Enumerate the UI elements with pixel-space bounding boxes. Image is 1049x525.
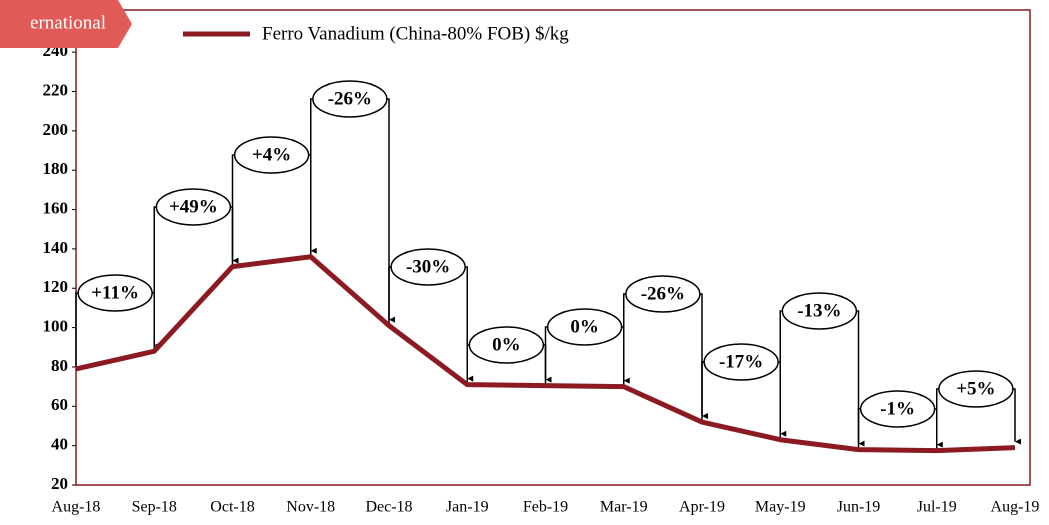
annotation: -17% <box>719 351 763 372</box>
x-tick-label: Jan-19 <box>446 499 489 516</box>
annotation-bubble <box>938 370 1014 408</box>
arrow <box>310 98 395 323</box>
legend-label: Ferro Vanadium (China-80% FOB) $/kg <box>262 23 569 44</box>
x-tick-label: Sep-18 <box>132 499 177 516</box>
annotation-bubble <box>312 80 388 118</box>
line <box>75 254 1016 454</box>
annotation-bubble <box>77 274 153 312</box>
annotation-bubble <box>546 308 623 346</box>
x-tick-label: Jul-19 <box>917 499 957 516</box>
annotation: +11% <box>91 282 139 303</box>
y-tick-label: 40 <box>51 435 68 454</box>
annotation: 0% <box>492 334 521 355</box>
annotation-bubble <box>233 136 310 174</box>
y-tick-label: 60 <box>51 395 68 414</box>
x-tick-label: Apr-19 <box>679 499 725 516</box>
annotation-bubble <box>703 343 779 381</box>
y-tick-label: 120 <box>43 277 69 296</box>
x-tick-label: Mar-19 <box>600 499 648 516</box>
annotation: +4% <box>252 144 291 165</box>
y-tick-label: 200 <box>43 120 69 139</box>
y-tick-label: 20 <box>51 474 68 493</box>
annotation-bubble <box>155 188 232 226</box>
y-tick-label: 140 <box>43 238 69 257</box>
annotation: -26% <box>641 283 685 304</box>
annotation-bubble <box>625 275 701 313</box>
x-tick-label: Aug-19 <box>991 499 1040 516</box>
annotation: -13% <box>797 300 841 321</box>
x-tick-label: Feb-19 <box>523 499 568 516</box>
x-tick-label: May-19 <box>755 499 806 516</box>
annotation: -30% <box>406 256 450 277</box>
plot-frame <box>75 9 1031 486</box>
annotation-bubble <box>781 292 858 330</box>
x-tick-label: Aug-18 <box>52 499 101 516</box>
arrow <box>779 310 865 447</box>
y-tick-label: 80 <box>51 356 68 375</box>
y-tick-label: 220 <box>43 80 69 99</box>
badge-text: ernational <box>30 12 106 33</box>
y-tick-label: 100 <box>43 317 69 336</box>
x-tick-label: Dec-18 <box>365 499 412 516</box>
x-tick-label: Oct-18 <box>210 499 254 516</box>
annotation-bubble <box>390 248 466 286</box>
badge <box>0 0 132 48</box>
x-tick-label: Jun-19 <box>837 499 881 516</box>
y-tick-label: 180 <box>43 159 69 178</box>
annotation: +49% <box>169 196 218 217</box>
annotation: +5% <box>956 378 995 399</box>
annotation: -1% <box>880 398 915 419</box>
annotation: -26% <box>328 88 372 109</box>
annotation-bubble <box>468 326 545 364</box>
x-tick-label: Nov-18 <box>286 499 335 516</box>
annotations: +11% +49% +4% -26% -30% 0% 0% -26% -17% -13% -1% +5… <box>75 80 1021 449</box>
annotation-bubble <box>859 390 936 428</box>
y-tick-label: 160 <box>43 198 69 217</box>
annotation: 0% <box>570 316 599 337</box>
